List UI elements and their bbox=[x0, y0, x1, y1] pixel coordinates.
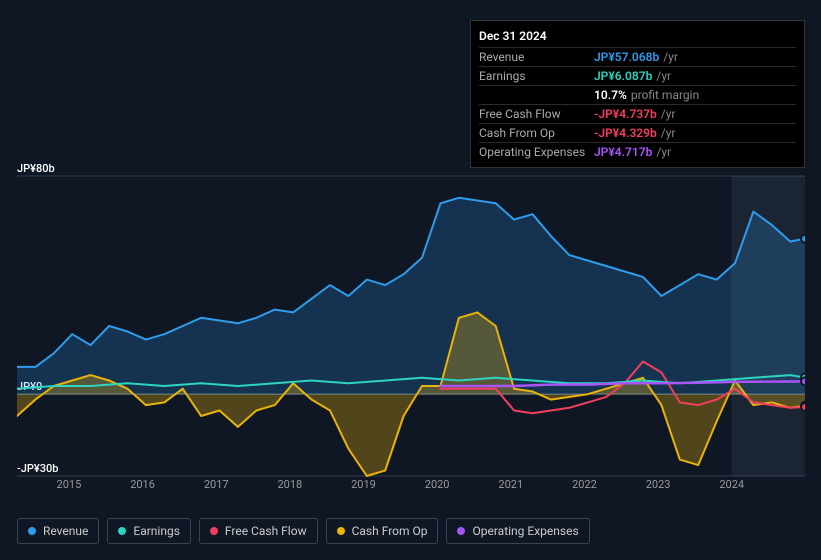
legend-swatch bbox=[118, 527, 126, 535]
legend-label: Cash From Op bbox=[352, 524, 428, 538]
legend-swatch bbox=[457, 527, 465, 535]
tooltip-row-value: JP¥4.717b bbox=[594, 145, 652, 159]
tooltip-date: Dec 31 2024 bbox=[479, 27, 796, 47]
tooltip-row-suffix: /yr bbox=[661, 107, 676, 121]
tooltip-row: Cash From Op-JP¥4.329b/yr bbox=[479, 123, 796, 142]
tooltip-row: RevenueJP¥57.068b/yr bbox=[479, 47, 796, 66]
tooltip-row-label: Cash From Op bbox=[479, 126, 594, 140]
tooltip-row: 10.7% profit margin bbox=[479, 85, 796, 104]
tooltip-row-value: JP¥57.068b bbox=[594, 50, 659, 64]
tooltip-row-suffix: /yr bbox=[661, 126, 676, 140]
tooltip-row-value: JP¥6.087b bbox=[594, 69, 652, 83]
tooltip-row-suffix: profit margin bbox=[631, 88, 699, 102]
tooltip-row: EarningsJP¥6.087b/yr bbox=[479, 66, 796, 85]
legend-swatch bbox=[337, 527, 345, 535]
legend-label: Earnings bbox=[133, 524, 180, 538]
tooltip-row-suffix: /yr bbox=[656, 69, 671, 83]
tooltip-row-label: Operating Expenses bbox=[479, 145, 594, 159]
legend-item[interactable]: Revenue bbox=[17, 518, 99, 544]
tooltip-row-value: -JP¥4.737b bbox=[594, 107, 657, 121]
tooltip-row: Free Cash Flow-JP¥4.737b/yr bbox=[479, 104, 796, 123]
tooltip-row-value: 10.7% bbox=[594, 88, 627, 102]
tooltip-row-suffix: /yr bbox=[656, 145, 671, 159]
tooltip-row-label: Revenue bbox=[479, 50, 594, 64]
legend-label: Free Cash Flow bbox=[225, 524, 307, 538]
legend-swatch bbox=[210, 527, 218, 535]
legend-item[interactable]: Earnings bbox=[107, 518, 191, 544]
chart-svg bbox=[17, 158, 805, 486]
tooltip-row-label: Free Cash Flow bbox=[479, 107, 594, 121]
tooltip-row-suffix: /yr bbox=[663, 50, 678, 64]
chart-container: Dec 31 2024 RevenueJP¥57.068b/yrEarnings… bbox=[0, 0, 821, 560]
legend-item[interactable]: Free Cash Flow bbox=[199, 518, 318, 544]
legend-label: Operating Expenses bbox=[472, 524, 578, 538]
tooltip-row-value: -JP¥4.329b bbox=[594, 126, 657, 140]
tooltip-row-label bbox=[479, 88, 594, 102]
legend-item[interactable]: Operating Expenses bbox=[446, 518, 589, 544]
legend-label: Revenue bbox=[43, 524, 88, 538]
legend: Revenue Earnings Free Cash Flow Cash From O… bbox=[17, 518, 590, 544]
chart-plot-area[interactable] bbox=[17, 158, 805, 508]
tooltip-row-label: Earnings bbox=[479, 69, 594, 83]
tooltip-panel: Dec 31 2024 RevenueJP¥57.068b/yrEarnings… bbox=[470, 20, 805, 168]
legend-item[interactable]: Cash From Op bbox=[326, 518, 439, 544]
legend-swatch bbox=[28, 527, 36, 535]
